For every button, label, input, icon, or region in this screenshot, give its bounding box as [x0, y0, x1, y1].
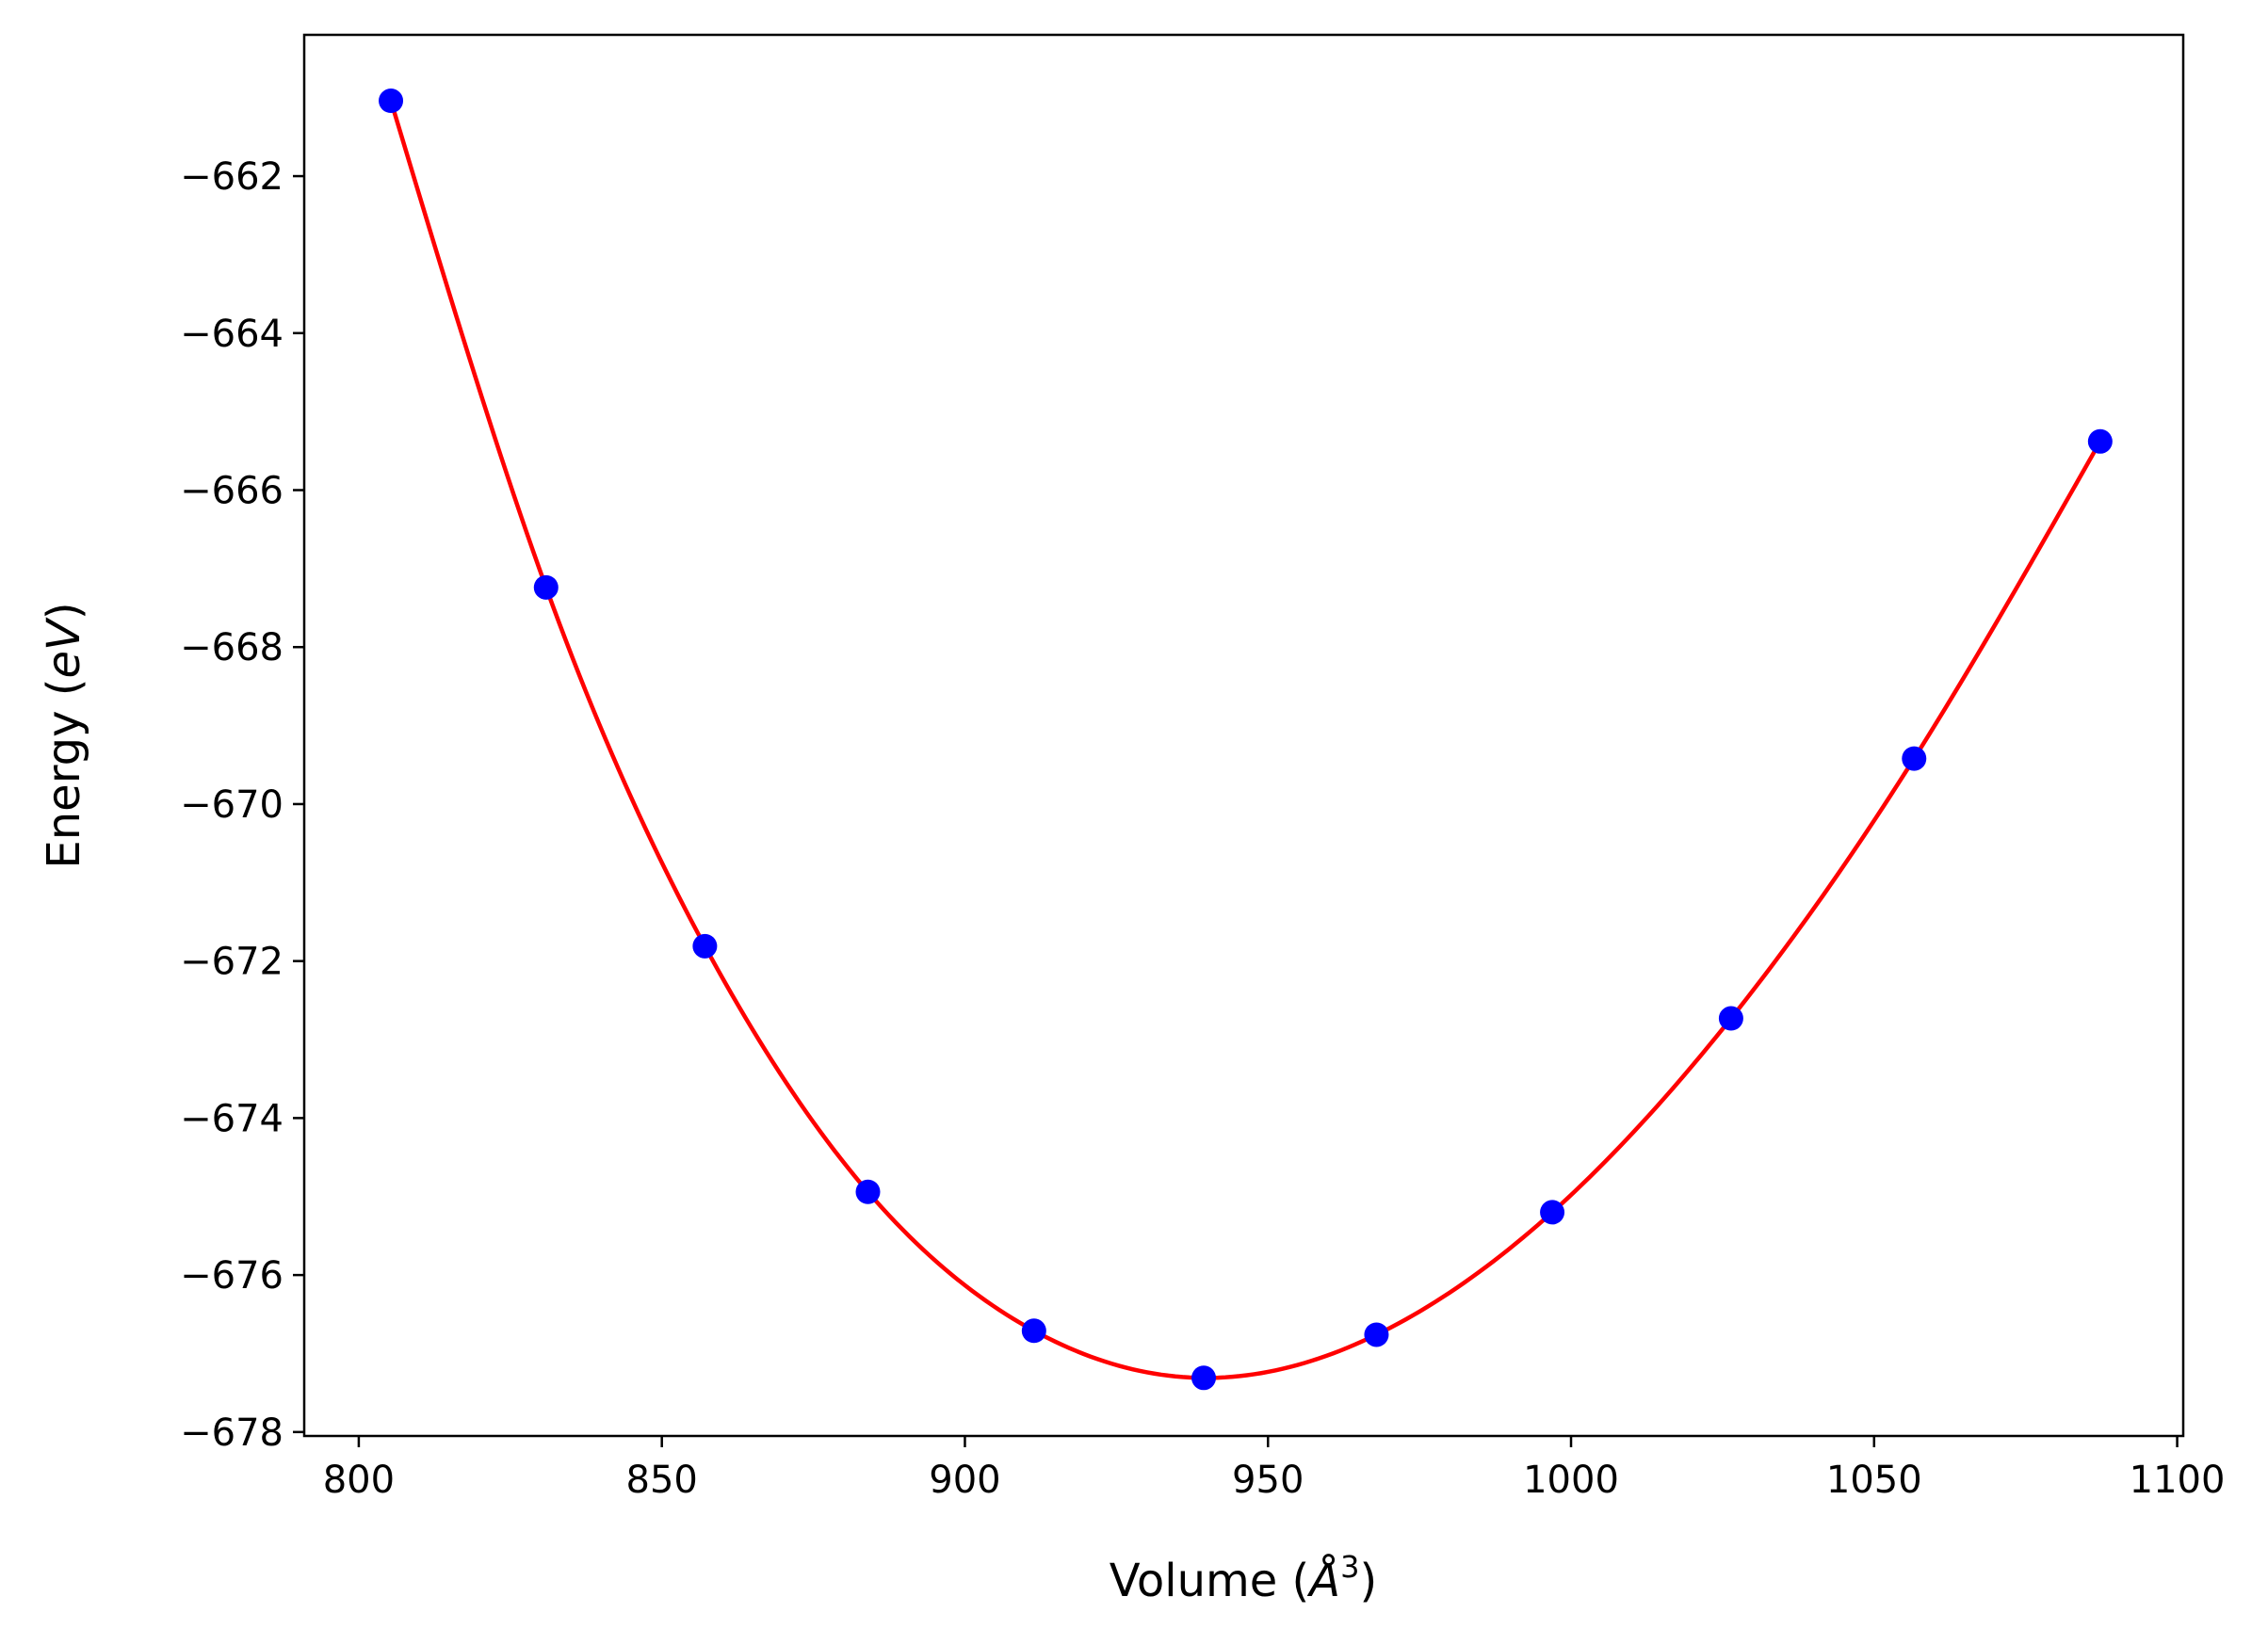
x-tick-label: 1000 [1523, 1459, 1619, 1502]
y-tick-label: −678 [180, 1411, 284, 1455]
data-point [1364, 1322, 1389, 1347]
x-tick-label: 1050 [1826, 1459, 1922, 1502]
plot-frame [302, 33, 2185, 1438]
y-axis-label-suffix: ) [38, 602, 90, 620]
data-points-layer [379, 89, 2113, 1391]
y-tick-label: −666 [180, 469, 284, 512]
y-axis-ticks: −662 −664 −666 −668 −670 −672 −674 −676 −678 [180, 155, 304, 1455]
data-point [1540, 1200, 1565, 1225]
x-axis-label-prefix: Volume ( [1110, 1555, 1310, 1607]
data-point [1021, 1318, 1046, 1344]
y-tick-label: −672 [180, 941, 284, 984]
x-tick-label: 950 [1232, 1459, 1304, 1502]
data-point [1902, 746, 1927, 771]
x-tick-label: 900 [929, 1459, 1000, 1502]
y-axis-label-prefix: Energy ( [38, 679, 90, 869]
y-axis-label-unit: eV [38, 617, 90, 679]
x-axis-label: Volume (Å3) [1110, 1549, 1377, 1607]
y-tick-label: −664 [180, 313, 284, 356]
data-point [533, 574, 559, 600]
x-tick-label: 800 [323, 1459, 395, 1502]
data-point [2087, 428, 2113, 454]
x-axis-label-superscript: 3 [1340, 1549, 1359, 1585]
data-point [379, 89, 404, 114]
y-tick-label: −662 [180, 155, 284, 199]
data-point [1191, 1365, 1217, 1391]
data-point [1718, 1006, 1743, 1031]
x-axis-label-unit: Å [1306, 1554, 1340, 1607]
x-axis-label-suffix: ) [1359, 1555, 1377, 1607]
y-tick-label: −668 [180, 626, 284, 669]
x-tick-label: 1100 [2130, 1459, 2226, 1502]
data-point [855, 1179, 881, 1204]
x-tick-label: 850 [626, 1459, 698, 1502]
x-axis-ticks: 800 850 900 950 1000 1050 1100 [323, 1436, 2226, 1502]
y-tick-label: −676 [180, 1254, 284, 1298]
y-axis-label: Energy (eV) [38, 602, 90, 868]
y-tick-label: −670 [180, 783, 284, 827]
y-tick-label: −674 [180, 1097, 284, 1140]
data-point [692, 933, 718, 959]
